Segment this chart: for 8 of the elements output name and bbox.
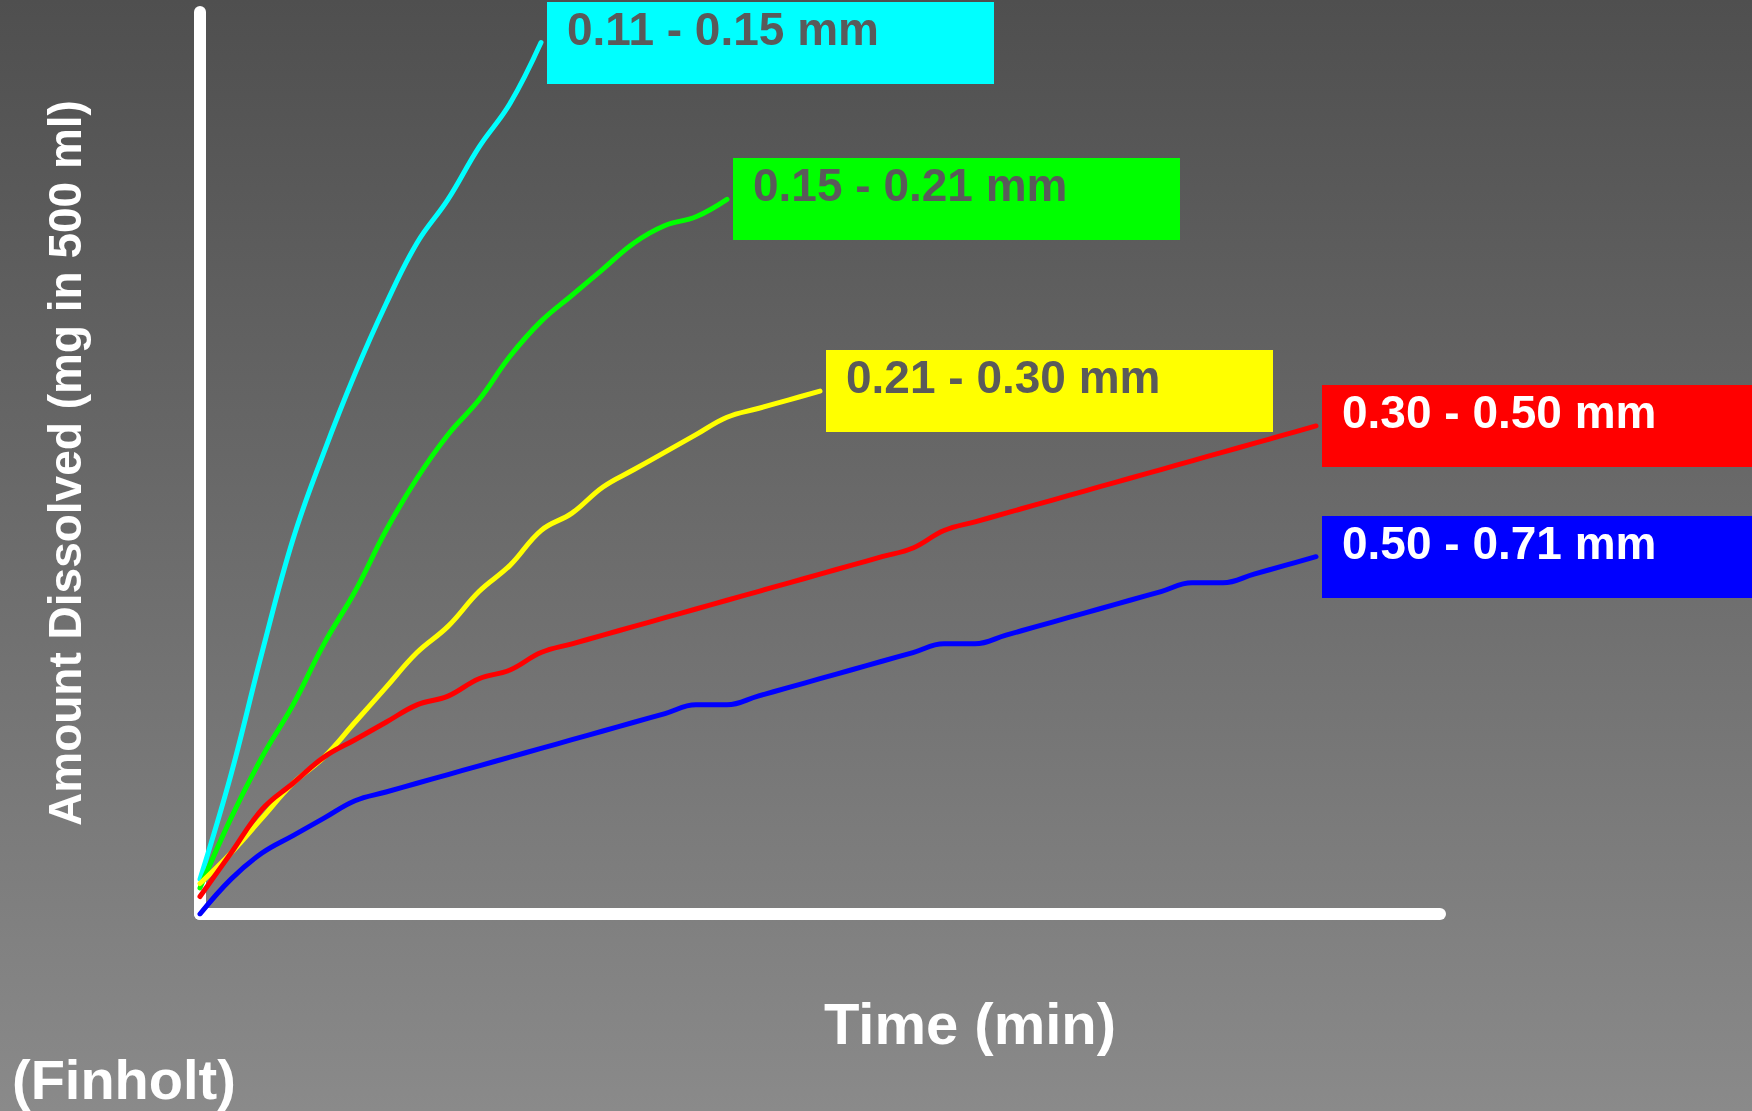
name-tag: 0.11 - 0.15 mm	[547, 1, 994, 84]
name-tag: 0.50 - 0.71 mm	[1322, 515, 1752, 598]
name-tag: 0.30 - 0.50 mm	[1322, 384, 1752, 467]
text: (Finholt)	[12, 1047, 236, 1111]
y-axis-title: Amount Dissolved (mg in 500 ml)	[39, 100, 91, 826]
name-tag: 0.21 - 0.30 mm	[826, 350, 1273, 433]
x-axis-title: Time (min)	[823, 990, 1117, 1056]
name-tag: 0.15 - 0.21 mm	[733, 158, 1180, 241]
